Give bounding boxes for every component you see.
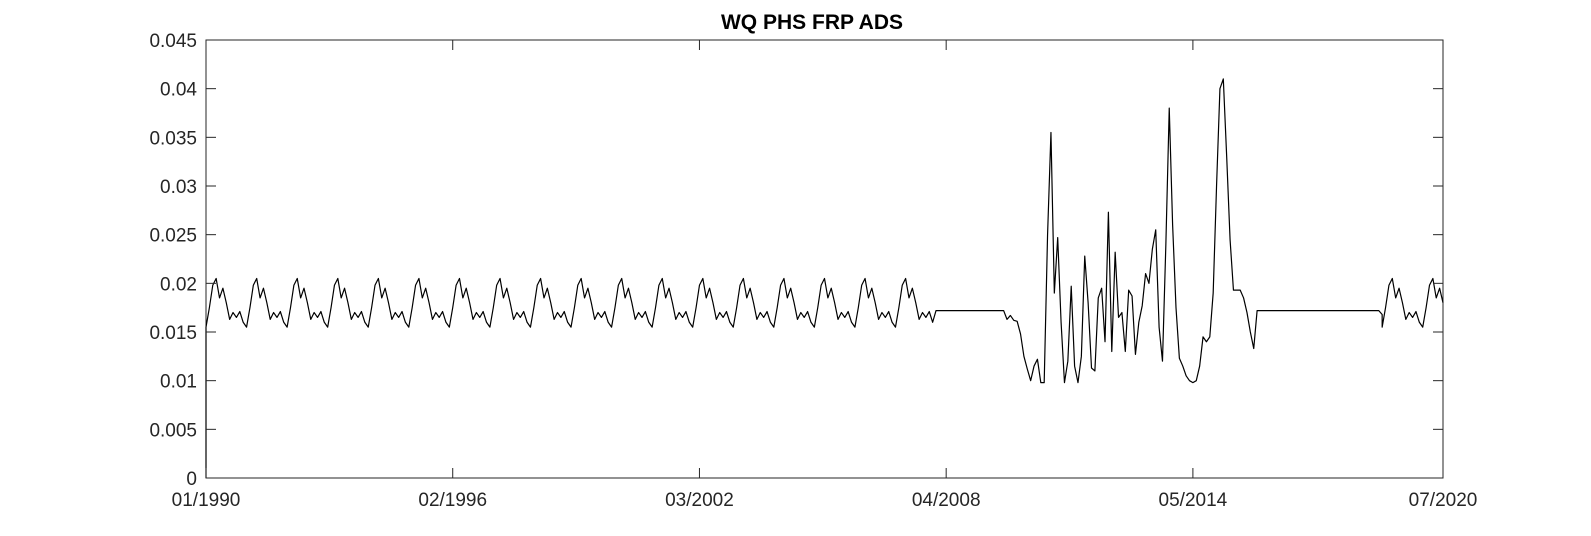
- y-axis: 0 0.005 0.01 0.015 0.02 0.025 0.03 0.035 0.04 0.0…: [149, 31, 1443, 490]
- y-tick-label: 0.04: [160, 80, 197, 101]
- x-tick-label: 05/2014: [1159, 490, 1228, 511]
- y-tick-label: 0.01: [160, 372, 197, 393]
- x-tick-label: 02/1996: [418, 490, 487, 511]
- y-tick-label: 0.005: [149, 420, 197, 441]
- y-tick-label: 0: [186, 469, 197, 490]
- x-tick-label: 03/2002: [665, 490, 734, 511]
- x-tick-label: 04/2008: [912, 490, 981, 511]
- y-tick-label: 0.045: [149, 31, 197, 52]
- y-tick-label: 0.02: [160, 274, 197, 295]
- y-tick-label: 0.015: [149, 323, 197, 344]
- x-tick-label: 01/1990: [172, 490, 241, 511]
- y-tick-label: 0.03: [160, 177, 197, 198]
- axes-box: [205, 39, 1444, 479]
- x-axis: 01/1990 02/1996 03/2002 04/2008 05/2014 07/20…: [172, 40, 1478, 511]
- x-tick-label: 07/2020: [1409, 490, 1478, 511]
- y-tick-label: 0.025: [149, 226, 197, 247]
- series-line: [205, 78, 1444, 478]
- y-tick-label: 0.035: [149, 128, 197, 149]
- plot-area: [205, 39, 1444, 479]
- chart-title: WQ PHS FRP ADS: [721, 11, 903, 34]
